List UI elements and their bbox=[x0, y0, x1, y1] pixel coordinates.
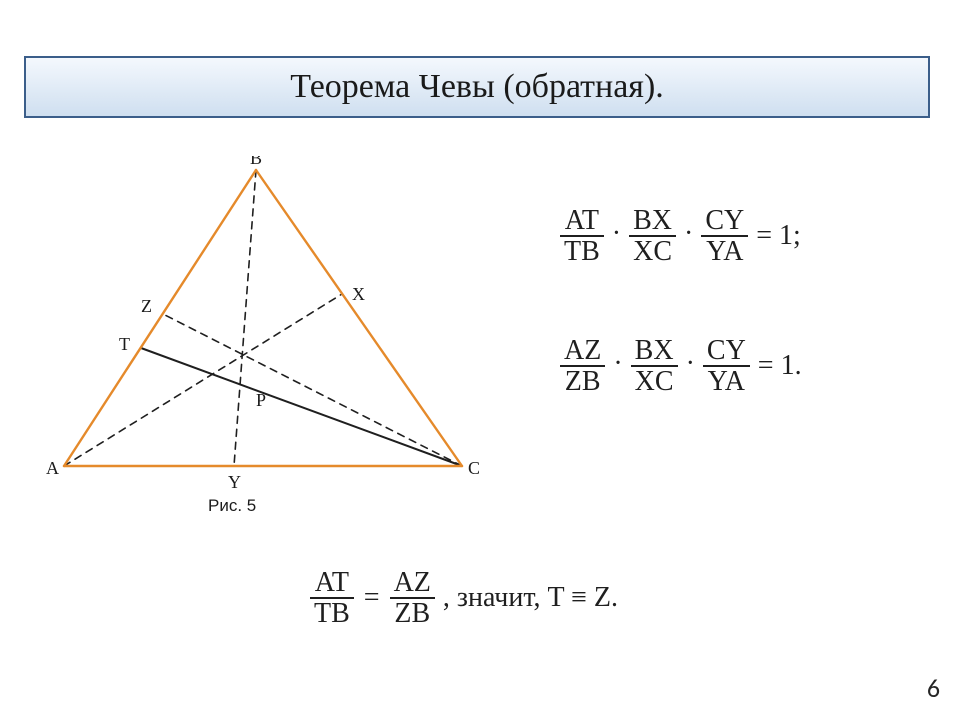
multiply-dot: · bbox=[606, 218, 627, 250]
fraction: AT TB bbox=[310, 568, 354, 629]
svg-text:X: X bbox=[352, 284, 365, 304]
svg-text:P: P bbox=[256, 390, 266, 410]
fraction: AZ ZB bbox=[390, 568, 435, 629]
fraction: AZ ZB bbox=[560, 336, 605, 397]
page-number: 6 bbox=[927, 672, 940, 704]
svg-text:Z: Z bbox=[141, 296, 152, 316]
fraction: CY YA bbox=[701, 206, 748, 267]
equation-3: AT TB = AZ ZB , значит, T ≡ Z. bbox=[308, 568, 618, 629]
equation-2: AZ ZB · BX XC · CY YA = 1. bbox=[558, 336, 802, 397]
fraction: BX XC bbox=[631, 336, 678, 397]
svg-text:Y: Y bbox=[228, 472, 241, 492]
fraction: CY YA bbox=[703, 336, 750, 397]
svg-text:T: T bbox=[119, 334, 130, 354]
page-title: Теорема Чевы (обратная). bbox=[290, 68, 664, 106]
svg-text:A: A bbox=[46, 458, 59, 478]
ceva-diagram: A B C TZ X Y P bbox=[24, 156, 494, 516]
equation-1: AT TB · BX XC · CY YA = 1; bbox=[558, 206, 801, 267]
svg-text:C: C bbox=[468, 458, 480, 478]
diagram-container: A B C TZ X Y P bbox=[24, 156, 494, 516]
figure-caption: Рис. 5 bbox=[208, 496, 256, 516]
multiply-dot: · bbox=[680, 348, 701, 380]
fraction: AT TB bbox=[560, 206, 604, 267]
multiply-dot: · bbox=[607, 348, 628, 380]
title-bar: Теорема Чевы (обратная). bbox=[24, 56, 930, 118]
multiply-dot: · bbox=[678, 218, 699, 250]
svg-text:B: B bbox=[250, 156, 262, 168]
fraction: BX XC bbox=[629, 206, 676, 267]
